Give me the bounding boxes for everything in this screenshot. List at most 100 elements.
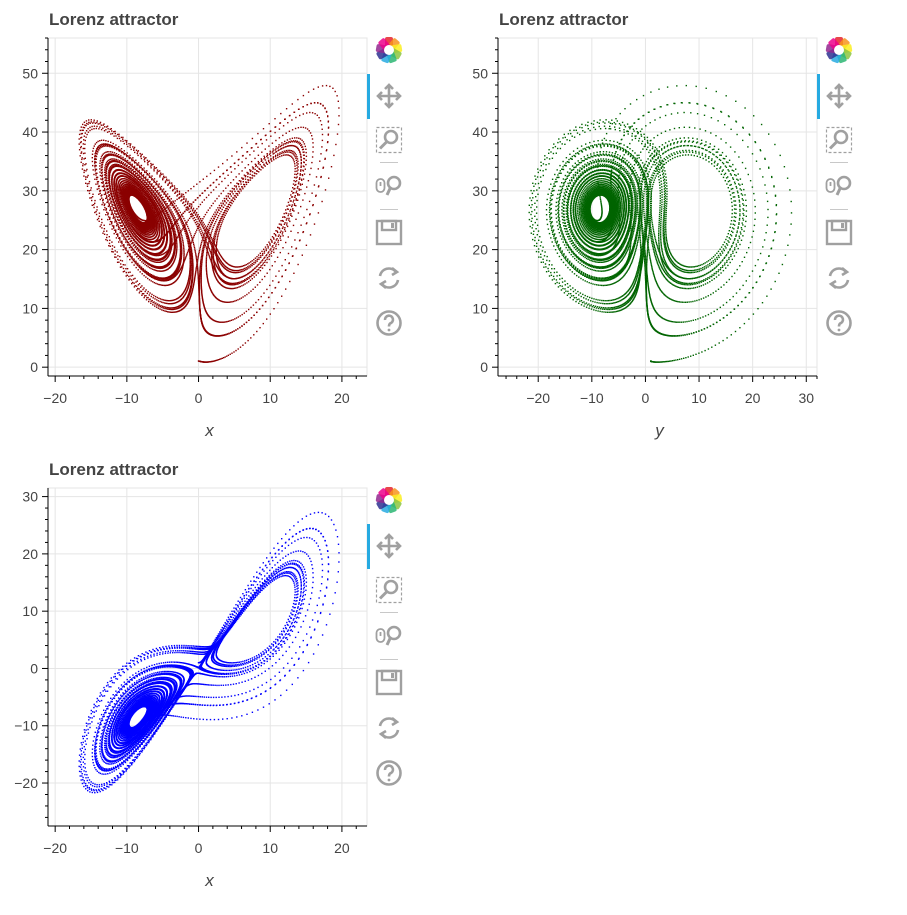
data-point (146, 200, 148, 202)
data-point (168, 276, 170, 278)
data-point (134, 253, 136, 256)
data-point (127, 210, 130, 212)
data-point (201, 236, 203, 238)
data-point (131, 258, 134, 260)
data-point (268, 253, 271, 256)
data-point (108, 168, 110, 170)
data-point (197, 268, 199, 270)
data-point (145, 262, 147, 264)
data-point (218, 183, 220, 186)
data-point (158, 224, 161, 226)
data-point (257, 163, 260, 165)
data-point (152, 215, 154, 218)
data-point (139, 194, 141, 197)
data-point (240, 181, 242, 183)
data-point (138, 227, 140, 230)
data-point (146, 202, 148, 204)
data-point (177, 222, 179, 225)
data-point (182, 240, 184, 242)
data-point (138, 194, 140, 197)
data-point (140, 192, 142, 194)
data-point (320, 124, 323, 126)
data-point (173, 281, 176, 283)
data-point (115, 215, 117, 218)
data-point (204, 243, 206, 245)
data-point (164, 252, 166, 254)
data-point (185, 297, 188, 300)
data-point (104, 167, 106, 169)
data-point (188, 217, 191, 220)
data-point (157, 267, 159, 269)
data-point (149, 183, 151, 185)
data-point (171, 211, 173, 213)
data-point (136, 172, 138, 174)
data-point (155, 220, 157, 222)
data-point (215, 320, 217, 322)
data-point (122, 204, 125, 206)
data-point (126, 241, 129, 244)
data-point (136, 224, 138, 226)
data-point (145, 235, 148, 238)
data-point (142, 254, 144, 256)
data-point (147, 181, 149, 183)
data-point (124, 205, 127, 207)
data-point (147, 204, 149, 207)
data-point (183, 250, 185, 252)
data-point (174, 306, 176, 309)
data-point (298, 188, 300, 190)
data-point (143, 232, 145, 235)
data-point (176, 195, 178, 197)
data-point (153, 215, 156, 217)
data-point (118, 150, 120, 152)
data-point (84, 157, 86, 159)
data-point (334, 90, 336, 93)
data-point (131, 185, 133, 188)
data-point (123, 208, 125, 211)
data-point (185, 230, 188, 232)
data-point (175, 219, 177, 221)
data-point (195, 256, 197, 258)
data-point (140, 194, 143, 196)
data-point (142, 198, 144, 200)
data-point (188, 274, 191, 276)
data-point (133, 223, 135, 226)
data-point (196, 265, 199, 268)
data-point (154, 198, 157, 200)
data-point (109, 206, 111, 208)
data-point (169, 283, 171, 286)
data-point (203, 304, 205, 307)
data-point (155, 224, 158, 226)
data-point (133, 264, 135, 266)
data-point (135, 175, 137, 178)
data-point (153, 208, 155, 210)
data-point (158, 225, 161, 227)
data-point (124, 212, 126, 215)
data-point (153, 266, 155, 269)
data-point (111, 166, 113, 169)
data-point (104, 157, 106, 159)
data-point (115, 203, 118, 205)
data-point (152, 222, 154, 225)
data-point (106, 197, 108, 199)
data-point (92, 164, 94, 167)
data-point (127, 244, 129, 246)
data-point (152, 260, 154, 263)
data-point (107, 205, 110, 208)
data-point (197, 269, 199, 272)
data-point (333, 154, 335, 157)
data-point (138, 229, 140, 231)
data-point (255, 165, 257, 167)
data-point (110, 141, 112, 143)
data-point (110, 191, 112, 193)
data-point (105, 197, 107, 200)
data-point (150, 207, 152, 209)
data-point (119, 255, 121, 258)
data-point (159, 230, 161, 232)
data-point (136, 188, 138, 190)
data-point (126, 213, 129, 215)
data-point (111, 241, 113, 243)
data-point (140, 231, 143, 233)
data-point (190, 188, 192, 190)
data-point (183, 291, 185, 293)
